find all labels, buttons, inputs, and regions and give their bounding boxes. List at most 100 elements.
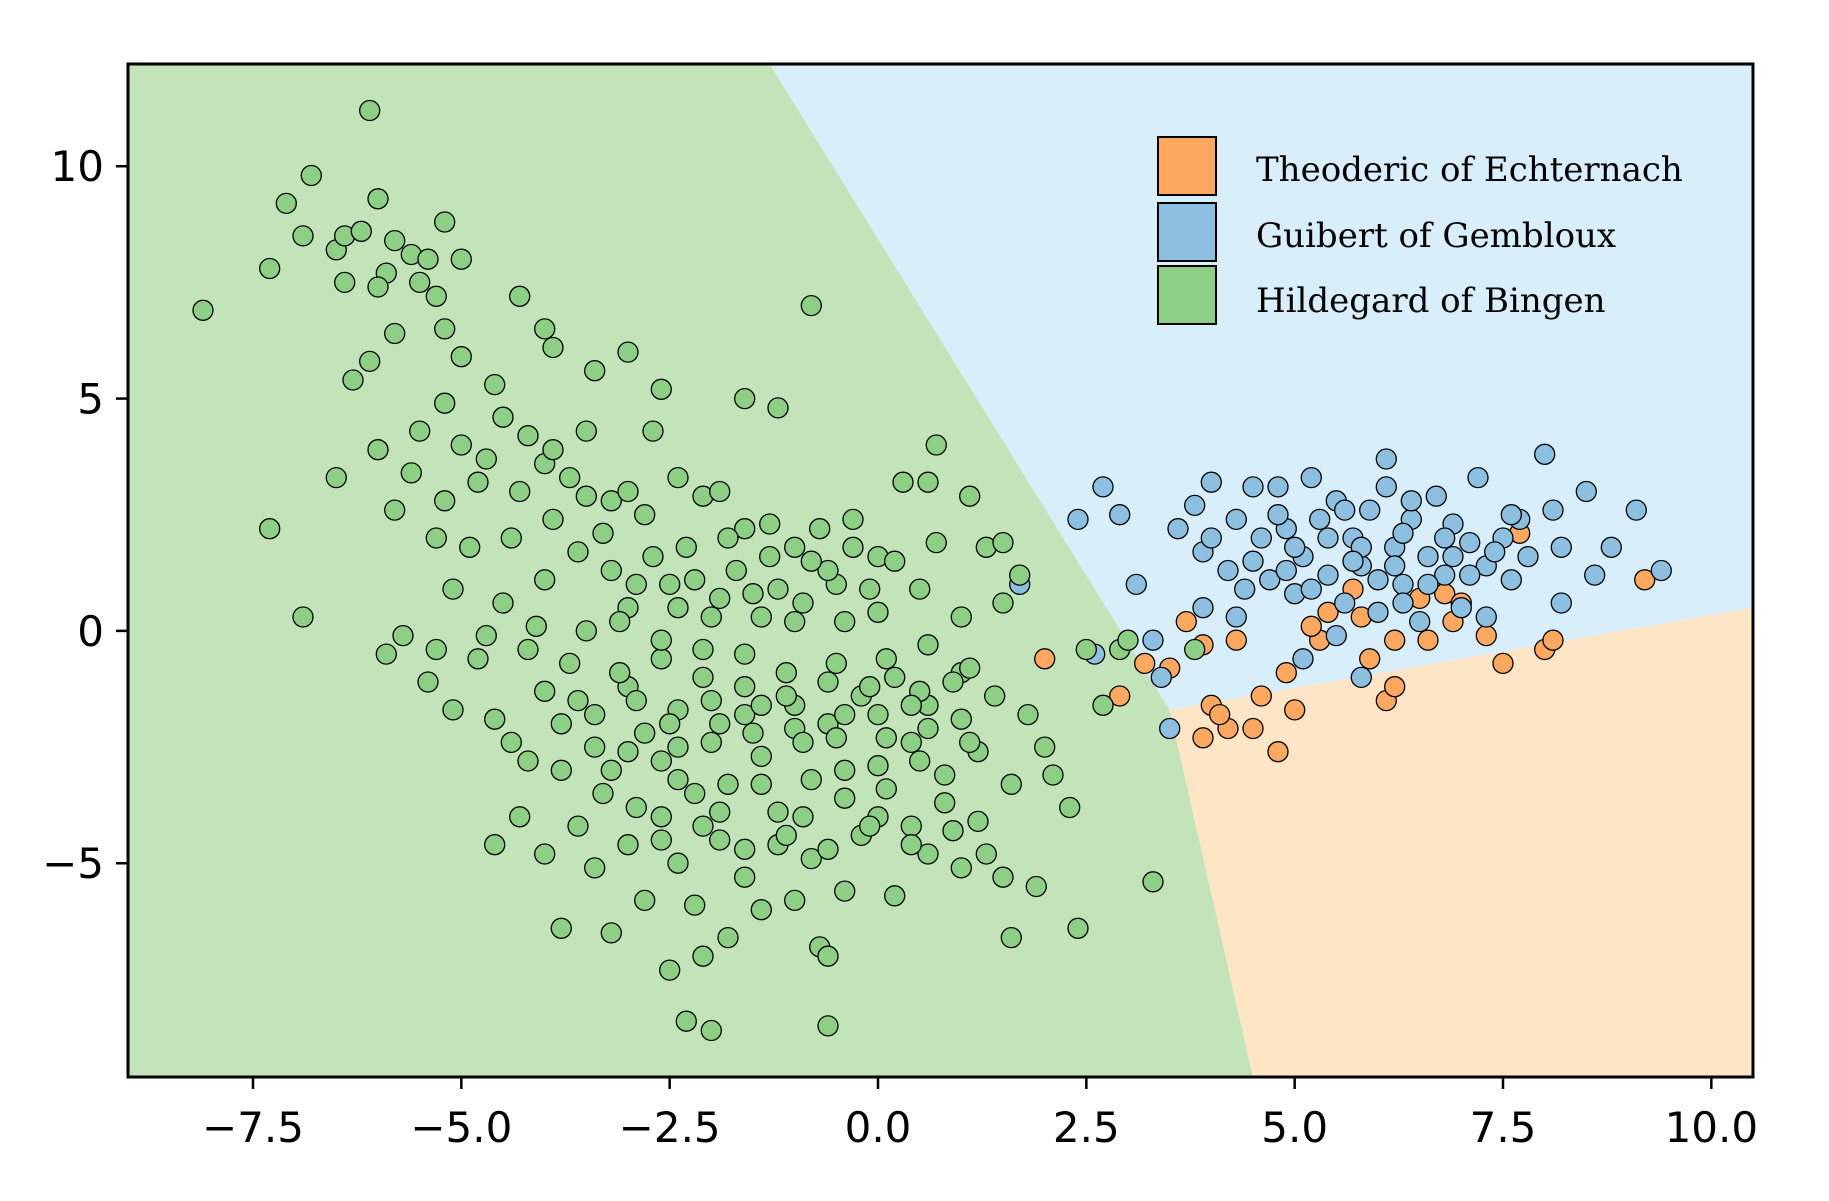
series-2 xyxy=(192,99,1206,1042)
data-point xyxy=(367,276,389,298)
data-point xyxy=(492,406,514,428)
data-point xyxy=(900,694,922,716)
data-point xyxy=(575,485,597,507)
data-point xyxy=(600,922,622,944)
data-point xyxy=(992,531,1014,554)
data-point xyxy=(1359,648,1381,670)
x-axis: −7.5 −5.0 −2.5 0.0 2.5 5.0 7.5 10.0 xyxy=(202,1077,1758,1152)
data-point xyxy=(642,545,664,568)
data-point xyxy=(559,652,581,675)
data-point xyxy=(692,666,714,689)
data-point xyxy=(342,369,364,391)
data-point xyxy=(1467,466,1489,489)
data-point xyxy=(1067,508,1089,531)
data-point xyxy=(1309,508,1331,531)
data-point xyxy=(1142,871,1164,893)
data-point xyxy=(1459,531,1481,554)
data-point xyxy=(459,536,481,558)
data-point xyxy=(650,750,672,772)
data-point xyxy=(1442,545,1464,568)
data-point xyxy=(1475,624,1497,647)
data-point xyxy=(650,829,672,851)
data-point xyxy=(600,490,622,512)
data-point xyxy=(1409,610,1431,633)
data-point xyxy=(1650,559,1672,582)
data-point xyxy=(700,689,722,712)
data-point xyxy=(867,755,889,777)
data-point xyxy=(692,945,714,967)
y-tick-label: −5 xyxy=(42,839,104,888)
data-point xyxy=(800,550,822,572)
data-point xyxy=(375,643,397,665)
data-point xyxy=(525,615,547,637)
data-point xyxy=(734,643,756,665)
data-point xyxy=(867,601,889,623)
data-point xyxy=(1359,499,1381,521)
data-point xyxy=(1109,685,1131,707)
data-point xyxy=(1550,536,1572,558)
data-point xyxy=(1584,564,1606,586)
data-point xyxy=(1209,703,1231,726)
data-point xyxy=(550,917,572,939)
data-point xyxy=(1417,545,1439,568)
data-point xyxy=(1384,676,1406,698)
data-point xyxy=(1434,527,1456,549)
data-point xyxy=(1450,597,1472,619)
data-point xyxy=(484,373,506,396)
data-point xyxy=(684,569,706,591)
data-point xyxy=(692,815,714,837)
data-point xyxy=(1459,564,1481,586)
data-point xyxy=(509,285,531,307)
data-point xyxy=(809,518,831,540)
data-point xyxy=(1484,541,1506,563)
y-tick-label: 0 xyxy=(77,607,104,656)
legend-label-0: Theoderic of Echternach xyxy=(1256,150,1683,190)
data-point xyxy=(834,759,856,781)
data-point xyxy=(834,703,856,726)
data-point xyxy=(817,945,839,967)
data-point xyxy=(292,225,314,247)
data-point xyxy=(550,759,572,781)
data-point xyxy=(659,959,681,981)
data-point xyxy=(1300,615,1322,637)
data-point xyxy=(984,685,1006,707)
data-point xyxy=(425,527,447,549)
data-point xyxy=(1634,569,1656,591)
data-point xyxy=(959,657,981,679)
data-point xyxy=(1142,629,1164,651)
data-point xyxy=(425,638,447,661)
x-tick-label: 5.0 xyxy=(1261,1103,1328,1152)
data-point xyxy=(1317,527,1339,549)
data-point xyxy=(1034,736,1056,758)
data-point xyxy=(392,624,414,647)
data-point xyxy=(1375,448,1397,470)
data-point xyxy=(1425,485,1447,507)
data-point xyxy=(900,834,922,856)
x-tick-label: 10.0 xyxy=(1665,1103,1759,1152)
data-point xyxy=(1575,480,1597,503)
data-point xyxy=(417,671,439,693)
data-point xyxy=(775,662,797,684)
data-point xyxy=(609,610,631,633)
data-point xyxy=(834,787,856,809)
data-point xyxy=(534,680,556,702)
data-point xyxy=(842,508,864,531)
data-point xyxy=(917,634,939,656)
data-point xyxy=(517,750,539,772)
data-point xyxy=(467,471,489,493)
data-point xyxy=(1192,597,1214,619)
data-point xyxy=(875,727,897,749)
data-point xyxy=(617,480,639,503)
data-point xyxy=(667,597,689,619)
legend-swatch-0 xyxy=(1157,136,1217,196)
legend-label-1: Guibert of Gembloux xyxy=(1256,216,1616,256)
data-point xyxy=(450,346,472,368)
y-tick-label: 5 xyxy=(77,375,104,424)
data-point xyxy=(667,768,689,791)
data-point xyxy=(775,685,797,707)
data-point xyxy=(734,866,756,888)
data-point xyxy=(950,857,972,879)
data-point xyxy=(667,852,689,874)
data-point xyxy=(542,508,564,531)
